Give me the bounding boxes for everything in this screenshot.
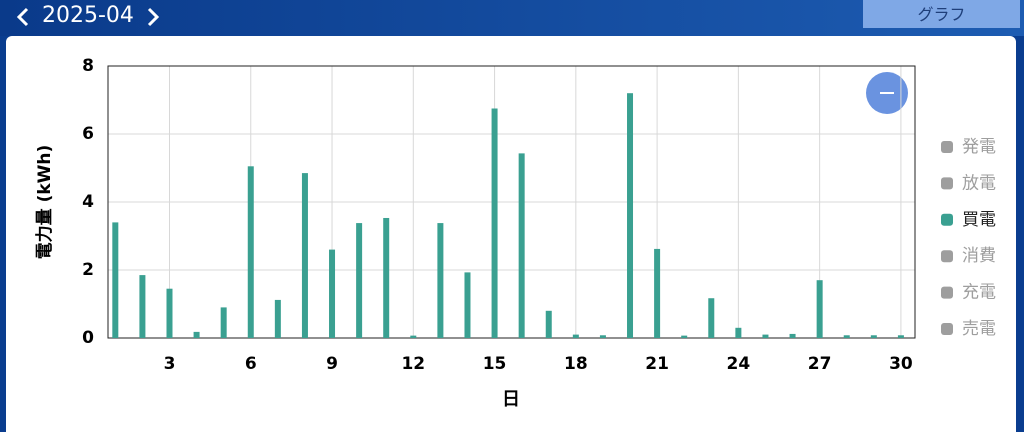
y-tick-label: 2 <box>82 260 94 280</box>
bar <box>139 275 146 338</box>
bar <box>247 166 254 338</box>
bar <box>816 280 823 338</box>
bar <box>870 335 877 338</box>
bar <box>681 335 688 338</box>
x-tick-label: 15 <box>483 354 507 374</box>
bar <box>274 299 281 338</box>
bar <box>545 310 552 338</box>
bar <box>491 108 498 338</box>
bar <box>572 334 579 338</box>
bar <box>356 223 363 338</box>
x-tick-label: 6 <box>245 354 257 374</box>
y-tick-label: 8 <box>82 56 94 76</box>
plot-frame <box>107 65 916 339</box>
legend-label: 売電 <box>962 319 996 339</box>
legend-label: 消費 <box>962 246 996 266</box>
bar <box>383 217 390 338</box>
x-tick-label: 3 <box>164 354 176 374</box>
bar <box>627 93 634 338</box>
bar <box>193 331 200 338</box>
legend-swatch <box>941 213 953 226</box>
x-tick-label: 12 <box>401 354 425 374</box>
bar <box>735 327 742 338</box>
bar <box>410 335 417 338</box>
legend-swatch <box>941 141 953 153</box>
bar <box>762 334 769 338</box>
prev-month[interactable] <box>8 0 38 36</box>
legend-swatch <box>941 286 953 299</box>
graph-button[interactable]: グラフ <box>863 0 1020 28</box>
x-tick-label: 9 <box>326 354 338 374</box>
bar <box>708 298 715 338</box>
legend-label: 放電 <box>962 173 996 193</box>
bar <box>464 272 471 338</box>
legend-label: 充電 <box>962 283 996 303</box>
y-axis-label: 電力量 (kWh) <box>34 145 55 260</box>
bar <box>329 249 336 338</box>
y-tick-label: 4 <box>82 192 94 212</box>
bar <box>897 335 904 338</box>
x-tick-label: 30 <box>889 354 913 374</box>
bar <box>220 307 227 338</box>
legend-swatch <box>941 177 953 190</box>
bar <box>789 333 796 338</box>
x-tick-label: 18 <box>564 354 588 374</box>
bar <box>599 335 606 338</box>
bar <box>843 335 850 338</box>
y-tick-label: 6 <box>82 124 94 144</box>
legend-swatch <box>941 323 953 335</box>
content <box>6 36 1016 432</box>
bar <box>301 173 308 338</box>
legend-label: 発電 <box>962 137 996 157</box>
legend-swatch <box>941 250 953 263</box>
bar <box>518 153 525 338</box>
x-tick-label: 24 <box>727 354 751 374</box>
x-tick-label: 21 <box>645 354 669 374</box>
y-tick-label: 0 <box>82 328 94 348</box>
next-month[interactable] <box>140 0 170 36</box>
month-label: 2025-04 <box>42 3 134 28</box>
bar <box>654 248 661 338</box>
top-bar: 2025-04 グラフ <box>0 0 1024 36</box>
legend-label: 買電 <box>962 210 996 230</box>
bar <box>112 222 119 338</box>
bar <box>437 223 444 338</box>
bar <box>166 288 173 338</box>
x-axis-label: 日 <box>502 389 520 410</box>
x-tick-label: 27 <box>808 354 832 374</box>
